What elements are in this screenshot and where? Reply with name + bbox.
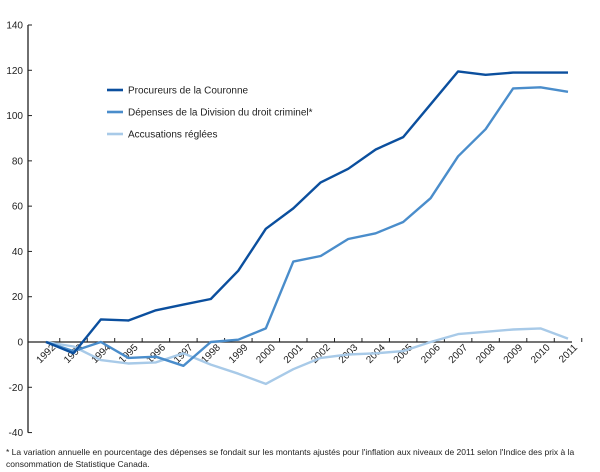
x-tick-label: 2005 bbox=[392, 342, 416, 366]
series-line bbox=[45, 327, 569, 386]
legend-label: Dépenses de la Division du droit crimine… bbox=[128, 108, 313, 119]
series-line bbox=[45, 86, 569, 367]
y-tick-label: 20 bbox=[12, 292, 24, 303]
y-tick-label: -40 bbox=[9, 428, 24, 439]
y-tick-label: 0 bbox=[17, 338, 23, 349]
y-tick-label: 80 bbox=[12, 156, 24, 167]
y-tick-label: 120 bbox=[6, 66, 23, 77]
x-tick-label: 2008 bbox=[474, 342, 498, 366]
y-tick-label: 140 bbox=[6, 21, 23, 32]
series-line bbox=[45, 70, 568, 355]
x-tick-label: 2009 bbox=[502, 342, 526, 366]
legend-label: Accusations réglées bbox=[128, 130, 218, 141]
x-tick-label: 2010 bbox=[529, 342, 553, 366]
y-tick-label: 40 bbox=[12, 247, 24, 258]
x-tick-label: 1999 bbox=[227, 342, 251, 366]
y-tick-label: -20 bbox=[9, 383, 24, 394]
y-tick-label: 100 bbox=[6, 111, 23, 122]
x-tick-label: 2000 bbox=[254, 342, 278, 366]
footnote: * La variation annuelle en pourcentage d… bbox=[6, 447, 575, 469]
x-tick-label: 2011 bbox=[557, 342, 580, 365]
y-tick-label: 60 bbox=[12, 202, 24, 213]
x-tick-label: 2001 bbox=[282, 342, 306, 366]
legend-label: Procureurs de la Couronne bbox=[128, 86, 249, 97]
x-tick-label: 2007 bbox=[447, 342, 471, 366]
